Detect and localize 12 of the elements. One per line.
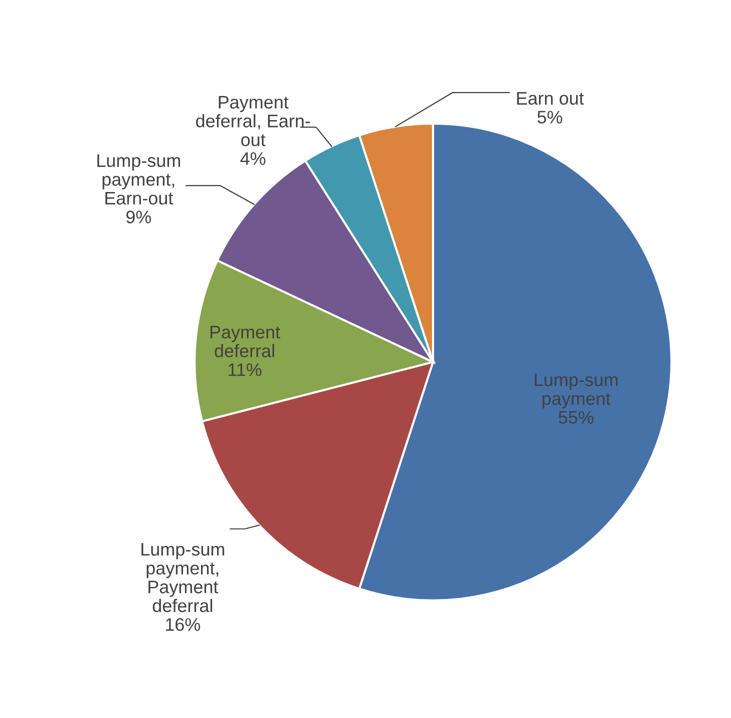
slice-label: Earn out: [517, 92, 584, 105]
data-label: 55%: [558, 411, 594, 424]
slice-label: Lump-sum payment: [534, 374, 618, 409]
slice-label: Payment deferral: [210, 326, 280, 358]
data-label: 11%: [228, 363, 262, 376]
data-label: 9%: [126, 210, 151, 224]
slice-label: Lump-sum payment, Payment deferral: [142, 543, 224, 612]
slice-label: Payment deferral, Earn- out: [196, 96, 310, 146]
slice-label: Lump-sum payment, Earn-out: [97, 154, 180, 205]
data-label: 5%: [537, 110, 562, 124]
data-label: 16%: [166, 618, 200, 631]
data-label: 4%: [240, 152, 266, 165]
